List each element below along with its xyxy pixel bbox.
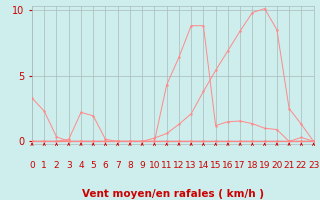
X-axis label: Vent moyen/en rafales ( km/h ): Vent moyen/en rafales ( km/h ) (82, 189, 264, 199)
